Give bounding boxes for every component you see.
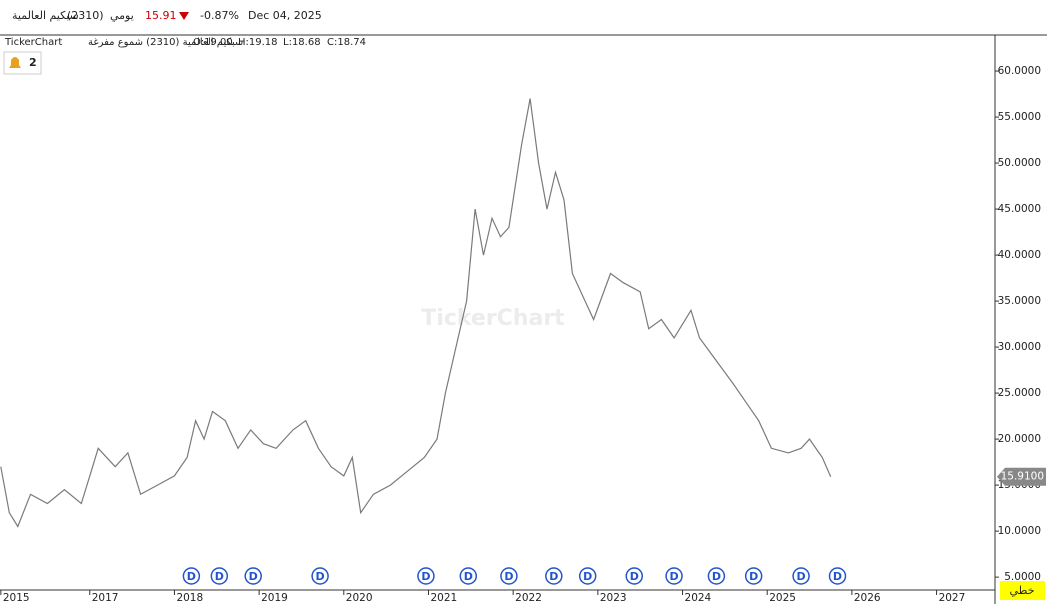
dividend-label: D <box>316 570 325 583</box>
y-tick-label: 25.0000 <box>998 387 1041 399</box>
last-price-label: 15.9100 <box>1001 471 1044 483</box>
y-tick-label: 45.0000 <box>998 203 1041 215</box>
alert-button[interactable] <box>3 51 42 75</box>
last-price-tag <box>997 467 1046 486</box>
dividend-label: D <box>187 570 196 583</box>
legend-close: C:18.74 <box>327 37 366 48</box>
x-tick-label: 2025 <box>769 592 796 604</box>
dividend-marker <box>578 567 597 585</box>
chart-type-label: خطي <box>1010 584 1035 597</box>
stock-name: سبكيم العالمية <box>12 9 79 22</box>
chart-type-button[interactable] <box>1000 581 1045 600</box>
dividend-label: D <box>249 570 258 583</box>
dividend-label: D <box>669 570 678 583</box>
x-tick-label: 2022 <box>515 592 542 604</box>
dividend-marker <box>182 567 201 585</box>
legend-high: H:19.18 <box>238 37 278 48</box>
dividend-label: D <box>464 570 473 583</box>
dividend-label: D <box>421 570 430 583</box>
x-tick-label: 2020 <box>346 592 373 604</box>
price: 15.91 <box>145 9 177 22</box>
dividend-label: D <box>583 570 592 583</box>
change: -0.87% <box>200 9 239 22</box>
dividend-label: D <box>749 570 758 583</box>
dividend-label: D <box>630 570 639 583</box>
dividend-marker <box>417 567 435 585</box>
dividend-marker <box>792 567 810 585</box>
dividend-label: D <box>549 570 558 583</box>
y-tick-label: 60.0000 <box>998 65 1041 77</box>
x-tick-label: 2024 <box>685 592 712 604</box>
dividend-marker <box>210 567 229 585</box>
x-tick-label: 2021 <box>430 592 457 604</box>
y-tick-label: 20.0000 <box>998 433 1041 445</box>
x-tick-label: 2018 <box>176 592 203 604</box>
header-bar <box>0 0 1047 34</box>
dividend-marker <box>828 567 847 585</box>
x-tick-label: 2027 <box>939 592 966 604</box>
legend-brand: TickerChart <box>4 37 62 48</box>
dividend-label: D <box>797 570 806 583</box>
dividend-marker <box>500 567 518 585</box>
y-tick-label: 30.0000 <box>998 341 1041 353</box>
alert-count: 2 <box>29 56 37 69</box>
y-tick-label: 35.0000 <box>998 295 1041 307</box>
dividend-label: D <box>504 570 513 583</box>
legend-open: O:19.00 <box>193 37 233 48</box>
y-tick-label: 50.0000 <box>998 157 1041 169</box>
stock-code: (2310) <box>67 9 104 22</box>
x-tick-label: 2026 <box>854 592 881 604</box>
y-tick-label: 5.0000 <box>1004 571 1041 583</box>
x-tick-label: 2015 <box>3 592 30 604</box>
dividend-marker <box>459 567 478 585</box>
period: يومي <box>110 9 134 22</box>
date: Dec 04, 2025 <box>248 9 322 22</box>
dividend-marker <box>311 567 329 585</box>
y-tick-label: 55.0000 <box>998 111 1041 123</box>
dividend-marker <box>744 567 763 585</box>
dividend-marker <box>545 567 563 585</box>
dividend-label: D <box>833 570 842 583</box>
dividend-label: D <box>215 570 224 583</box>
x-tick-label: 2019 <box>261 592 288 604</box>
x-tick-label: 2017 <box>92 592 119 604</box>
bell-icon <box>9 57 21 68</box>
y-tick-label: 40.0000 <box>998 249 1041 261</box>
dividend-marker <box>707 567 726 585</box>
x-tick-label: 2023 <box>600 592 627 604</box>
legend-low: L:18.68 <box>283 37 321 48</box>
dividend-marker <box>665 567 683 585</box>
dividend-label: D <box>712 570 721 583</box>
dividend-marker <box>625 567 644 585</box>
legend-series: سبكيم العالمية (2310) شموع مفرغة <box>88 37 243 48</box>
price-line <box>0 98 832 528</box>
dividend-marker <box>244 567 262 585</box>
watermark: TickerChart <box>421 306 565 331</box>
down-arrow <box>179 12 189 20</box>
y-tick-label: 10.0000 <box>998 525 1041 537</box>
